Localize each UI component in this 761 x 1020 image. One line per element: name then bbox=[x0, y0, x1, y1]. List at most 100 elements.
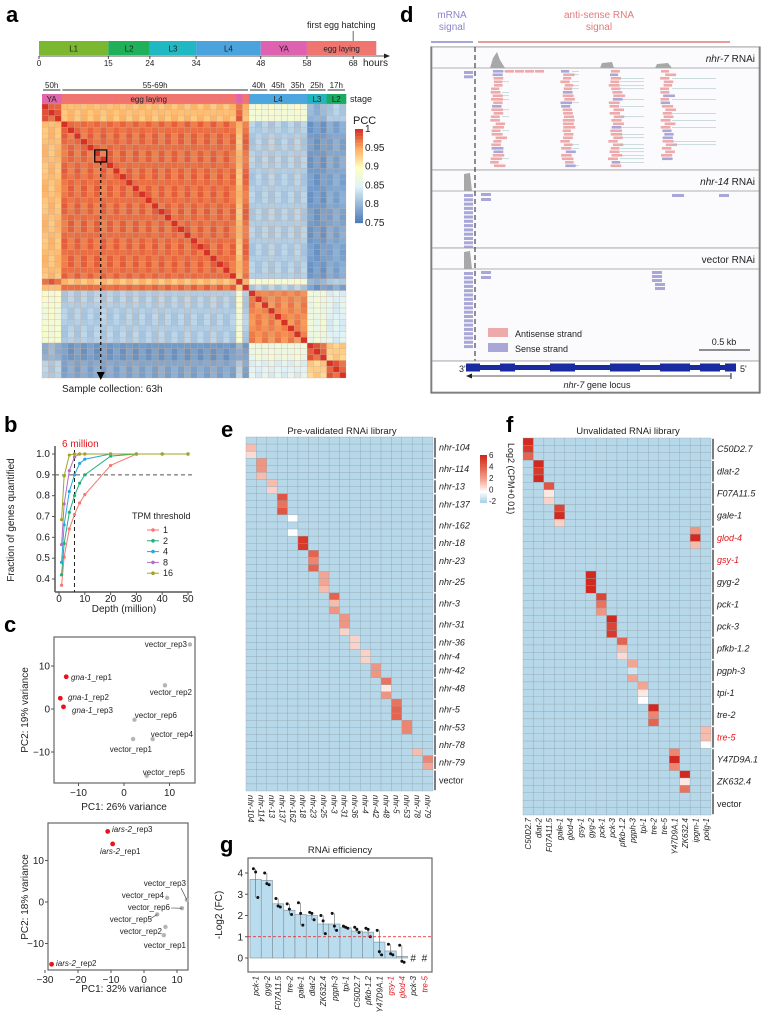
pca-iars2-scatter: −30 −20 −10 0 10−10010iars-2_rep3iars-2_rep1… bbox=[27, 822, 190, 986]
heatmap-cell bbox=[339, 571, 351, 579]
antisense-read bbox=[490, 115, 500, 119]
heatmap-cell bbox=[320, 237, 327, 245]
heatmap-cell bbox=[145, 337, 153, 344]
heatmap-cell bbox=[308, 762, 319, 770]
heatmap-cell bbox=[48, 319, 56, 326]
heatmap-cell bbox=[229, 150, 237, 157]
heatmap-cell bbox=[222, 162, 230, 169]
heatmap-cell bbox=[281, 313, 288, 320]
heatmap-cell bbox=[145, 115, 153, 122]
heatmap-cell bbox=[300, 319, 308, 326]
heatmap-cell bbox=[307, 243, 314, 250]
heatmap-cell bbox=[48, 109, 56, 116]
heatmap-cell bbox=[203, 133, 211, 140]
heatmap-cell bbox=[422, 698, 434, 707]
heatmap-cell bbox=[164, 156, 172, 163]
heatmap-cell bbox=[171, 144, 178, 151]
heatmap-cell bbox=[422, 578, 434, 586]
heatmap-cell bbox=[533, 659, 545, 668]
heatmap-cell bbox=[422, 720, 434, 728]
heatmap-cell bbox=[177, 208, 185, 215]
heatmap-cell bbox=[689, 718, 701, 727]
heatmap-cell bbox=[422, 507, 434, 516]
heatmap-cell bbox=[93, 138, 101, 145]
heatmap-cell bbox=[276, 663, 288, 671]
heatmap-cell bbox=[522, 770, 534, 779]
heatmap-cell bbox=[229, 313, 237, 320]
heatmap-cell bbox=[679, 511, 691, 520]
heatmap-cell bbox=[61, 226, 68, 233]
heatmap-cell bbox=[349, 776, 361, 785]
heatmap-cell bbox=[266, 613, 278, 622]
column-label: tre-5 bbox=[660, 817, 669, 834]
heatmap-cell bbox=[606, 526, 618, 535]
antisense-read bbox=[663, 94, 675, 98]
heatmap-cell bbox=[575, 718, 586, 727]
heatmap-cell bbox=[151, 360, 159, 367]
heatmap-cell bbox=[522, 548, 534, 557]
antisense-read bbox=[662, 136, 673, 140]
heatmap-cell bbox=[132, 325, 140, 332]
heatmap-cell bbox=[679, 460, 691, 468]
heatmap-cell bbox=[308, 578, 319, 586]
heatmap-cell bbox=[268, 179, 275, 186]
heatmap-cell bbox=[245, 769, 257, 778]
heatmap-cell bbox=[268, 249, 275, 256]
heatmap-cell bbox=[80, 237, 88, 245]
colorbar-tick-label: 2 bbox=[489, 474, 494, 483]
heatmap-cell bbox=[216, 144, 224, 151]
heatmap-cell bbox=[679, 770, 691, 779]
heatmap-cell bbox=[256, 635, 267, 643]
heatmap-cell bbox=[543, 674, 555, 683]
heatmap-cell bbox=[318, 727, 330, 735]
heatmap-cell bbox=[67, 313, 75, 320]
heatmap-cell bbox=[595, 526, 607, 535]
heatmap-cell bbox=[190, 267, 198, 274]
heatmap-cell bbox=[564, 615, 576, 623]
heatmap-cell bbox=[203, 214, 211, 221]
heatmap-cell bbox=[658, 460, 670, 468]
heatmap-cell bbox=[287, 284, 295, 291]
heatmap-cell bbox=[67, 331, 75, 338]
heatmap-cell bbox=[339, 514, 351, 523]
stage-cell bbox=[177, 94, 185, 104]
heatmap-cell bbox=[533, 452, 545, 461]
heatmap-cell bbox=[339, 173, 347, 180]
heatmap-cell bbox=[533, 726, 545, 734]
heatmap-cell bbox=[80, 255, 88, 262]
heatmap-cell bbox=[658, 570, 670, 579]
heatmap-cell bbox=[41, 237, 49, 245]
heatmap-cell bbox=[294, 226, 301, 233]
heatmap-cell bbox=[255, 197, 263, 204]
sense-read bbox=[464, 340, 473, 344]
heatmap-cell bbox=[318, 436, 330, 445]
heatmap-cell bbox=[222, 313, 230, 320]
heatmap-cell bbox=[276, 670, 288, 678]
heatmap-cell bbox=[281, 226, 288, 233]
heatmap-cell bbox=[543, 578, 555, 587]
heatmap-cell bbox=[349, 479, 361, 487]
heatmap-cell bbox=[318, 776, 330, 785]
heatmap-cell bbox=[648, 548, 659, 557]
heatmap-cell bbox=[326, 144, 334, 151]
heatmap-cell bbox=[339, 103, 347, 110]
heatmap-cell bbox=[80, 191, 88, 198]
heatmap-cell bbox=[412, 656, 423, 664]
heatmap-cell bbox=[184, 127, 191, 134]
heatmap-cell bbox=[119, 220, 127, 227]
heatmap-cell bbox=[222, 150, 230, 157]
heatmap-cell bbox=[119, 144, 127, 151]
heatmap-cell bbox=[287, 606, 299, 615]
heatmap-cell bbox=[522, 733, 534, 742]
track-section bbox=[431, 169, 760, 249]
heatmap-cell bbox=[627, 519, 639, 527]
heatmap-cell bbox=[158, 261, 166, 268]
heatmap-cell bbox=[67, 372, 75, 379]
gene-model-exon bbox=[466, 363, 480, 372]
heatmap-cell bbox=[287, 115, 295, 122]
heatmap-cell bbox=[119, 366, 127, 373]
heatmap-cell bbox=[93, 348, 101, 355]
heatmap-cell bbox=[151, 162, 159, 169]
time-header-label: 45h bbox=[271, 81, 284, 90]
heatmap-cell bbox=[256, 578, 267, 586]
